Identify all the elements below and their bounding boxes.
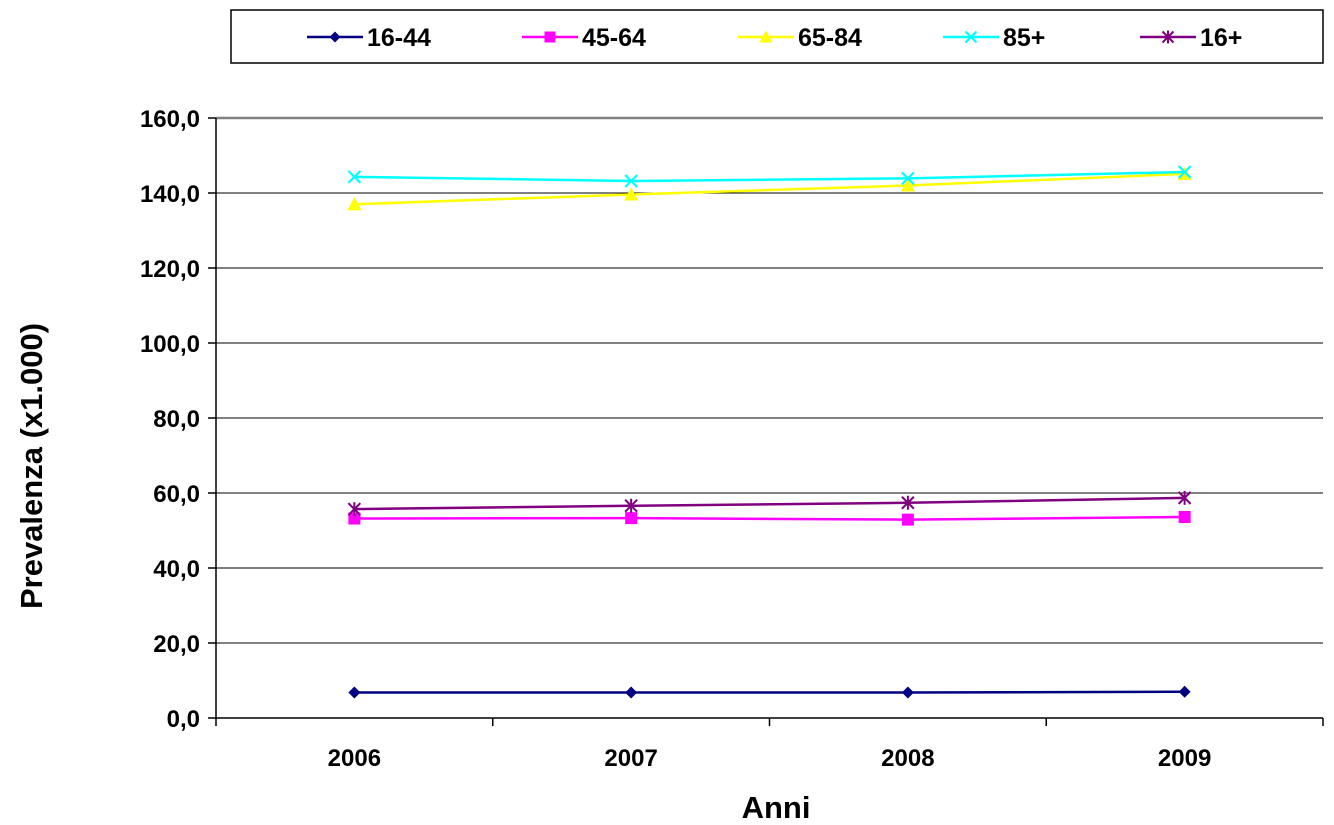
x-axis-title: Anni — [742, 790, 811, 825]
legend-label: 65-84 — [798, 24, 862, 52]
data-point — [901, 513, 914, 526]
data-point — [901, 495, 915, 510]
y-tick-label: 0,0 — [167, 706, 200, 733]
legend-label: 45-64 — [582, 24, 646, 52]
data-point — [624, 187, 639, 201]
data-point — [901, 686, 914, 699]
data-point — [624, 174, 638, 188]
data-point — [347, 197, 362, 211]
y-tick-label: 120,0 — [140, 256, 200, 283]
legend-item: 65-84 — [738, 24, 862, 52]
data-point — [1177, 165, 1192, 179]
series-45-64 — [348, 511, 1191, 526]
legend-label: 85+ — [1003, 24, 1045, 52]
y-tick-label: 140,0 — [140, 181, 200, 208]
data-point — [544, 31, 556, 43]
series-line — [354, 170, 1185, 183]
y-tick-label: 160,0 — [140, 106, 200, 133]
data-point — [329, 31, 341, 43]
series-line — [354, 515, 1185, 521]
data-point — [759, 30, 773, 43]
data-point — [347, 502, 362, 517]
data-point — [624, 498, 638, 513]
data-point — [348, 512, 361, 525]
series-16-44 — [348, 685, 1191, 699]
axes — [208, 117, 1324, 726]
x-tick-label: 2006 — [328, 745, 381, 772]
y-axis-title: Prevalenza (x1.000) — [14, 323, 49, 609]
series-16plus — [347, 490, 1192, 517]
y-tick-label: 40,0 — [153, 556, 200, 583]
x-tick-label: 2008 — [881, 745, 934, 772]
gridlines — [216, 116, 1323, 644]
data-point — [964, 30, 978, 44]
y-tick-label: 20,0 — [153, 631, 200, 658]
series-line — [354, 496, 1185, 511]
legend-item: 85+ — [943, 24, 1045, 52]
data-point — [901, 171, 915, 186]
legend-item: 16+ — [1140, 24, 1242, 52]
data-point — [625, 512, 638, 525]
data-point — [348, 686, 361, 699]
y-tick-labels: 0,0 20,0 40,0 60,0 80,0 100,0 120,0 140,0 160,0 — [140, 106, 200, 733]
y-tick-label: 60,0 — [153, 481, 200, 508]
series-line — [354, 172, 1185, 206]
series-group — [347, 165, 1192, 699]
data-point — [900, 178, 915, 192]
x-tick-label: 2007 — [604, 745, 657, 772]
y-tick-label: 80,0 — [153, 406, 200, 433]
series-85plus — [347, 165, 1192, 188]
data-point — [1178, 685, 1191, 698]
series-65-84 — [347, 166, 1192, 211]
data-point — [1177, 490, 1192, 505]
data-point — [625, 686, 638, 699]
data-point — [1178, 511, 1191, 523]
legend-label: 16+ — [1200, 24, 1242, 52]
series-line — [354, 690, 1185, 694]
legend-item: 45-64 — [522, 24, 646, 52]
legend-label: 16-44 — [367, 24, 431, 52]
data-point — [1161, 30, 1175, 44]
x-tick-label: 2009 — [1158, 745, 1211, 772]
legend-item: 16-44 — [307, 24, 431, 52]
x-tick-labels: 2006 2007 2008 2009 — [328, 745, 1212, 772]
y-tick-label: 100,0 — [140, 331, 200, 358]
legend: 16-44 45-64 65-84 85+ 16+ — [230, 9, 1324, 64]
data-point — [347, 170, 362, 184]
